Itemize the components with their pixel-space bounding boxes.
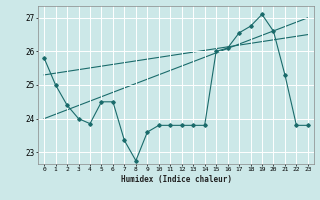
X-axis label: Humidex (Indice chaleur): Humidex (Indice chaleur) <box>121 175 231 184</box>
